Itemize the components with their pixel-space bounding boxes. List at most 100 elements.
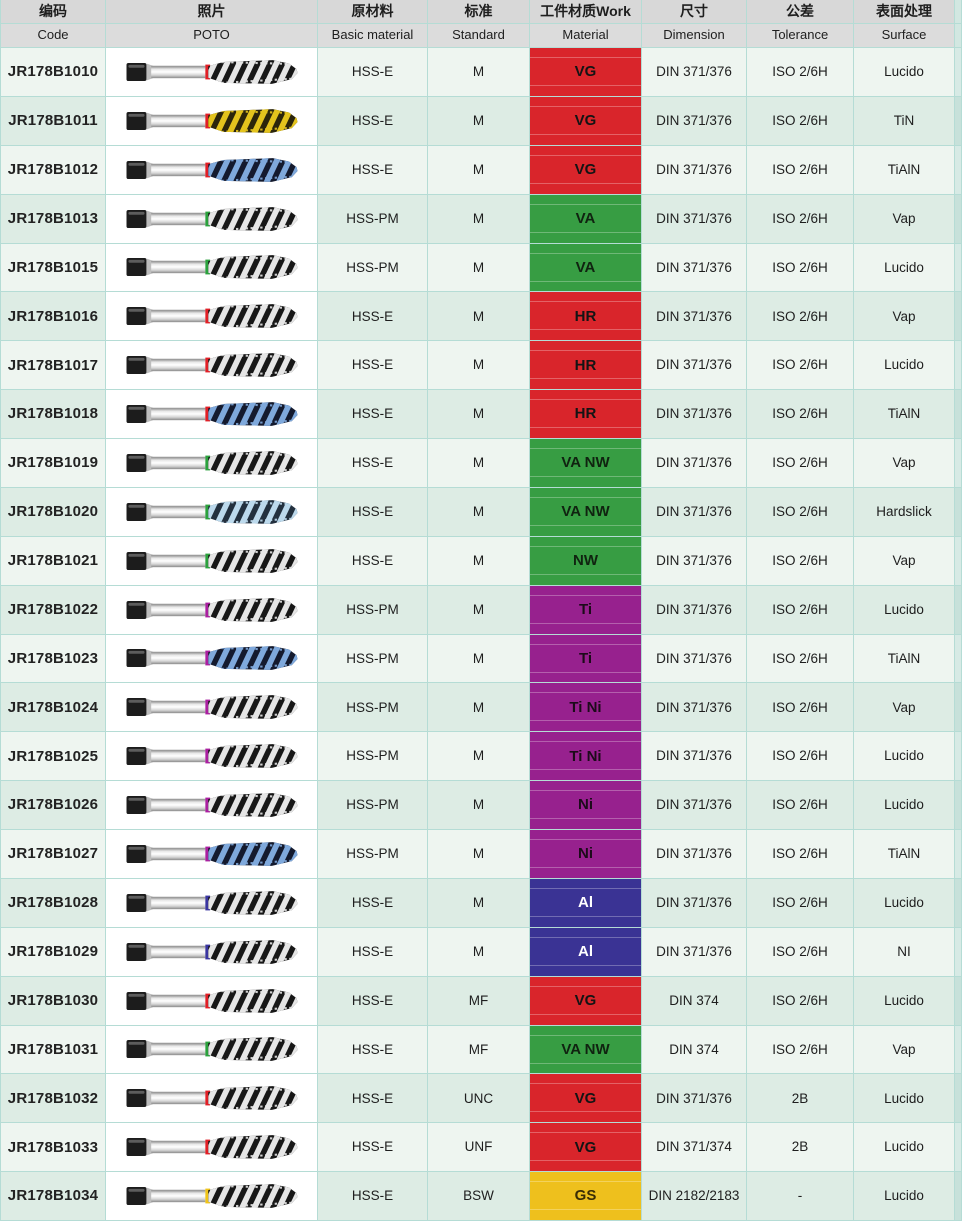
col-header-standard-zh: 标准 xyxy=(428,0,530,24)
tolerance-text: ISO 2/6H xyxy=(772,64,828,80)
basic-material-text: HSS-E xyxy=(351,64,394,80)
photo-cell xyxy=(106,390,318,439)
code-text: JR178B1030 xyxy=(7,991,99,1009)
surface-cell: TiN xyxy=(854,96,955,146)
standard-cell: M xyxy=(428,830,530,879)
surface-cell: Lucido xyxy=(854,732,955,782)
photo-cell xyxy=(106,96,318,146)
tolerance-cell: ISO 2/6H xyxy=(747,1025,854,1075)
page-edge-strip xyxy=(955,830,962,879)
tolerance-cell: - xyxy=(747,1172,854,1221)
page-edge-strip xyxy=(955,536,962,586)
dimension-text: DIN 371/376 xyxy=(656,650,732,666)
code-cell: JR178B1019 xyxy=(0,439,106,488)
code-text: JR178B1021 xyxy=(7,552,99,570)
photo-cell xyxy=(106,439,318,488)
page-edge-strip xyxy=(955,878,962,928)
table-row: JR178B1027 HSS-PM M Ni DIN 371/376 xyxy=(0,830,962,879)
basic-material-cell: HSS-E xyxy=(318,536,428,586)
tolerance-cell: ISO 2/6H xyxy=(747,585,854,635)
standard-cell: MF xyxy=(428,1025,530,1075)
work-material-text: Ni xyxy=(578,845,593,863)
dimension-cell: DIN 371/376 xyxy=(642,536,747,586)
photo-cell xyxy=(106,341,318,391)
dimension-cell: DIN 371/376 xyxy=(642,243,747,293)
tolerance-cell: 2B xyxy=(747,1074,854,1124)
tolerance-text: ISO 2/6H xyxy=(772,357,828,373)
work-material-cell: VA NW xyxy=(530,1025,642,1075)
tolerance-cell: ISO 2/6H xyxy=(747,976,854,1026)
header-row-zh: 编码 照片 原材料 标准 工件材质Work 尺寸 公差 表面处理 xyxy=(0,0,962,24)
surface-text: Vap xyxy=(892,552,916,568)
table-row: JR178B1012 HSS-E M VG DIN 371/376 xyxy=(0,145,962,195)
standard-text: M xyxy=(472,455,485,471)
surface-text: Lucido xyxy=(884,992,924,1008)
basic-material-cell: HSS-E xyxy=(318,1025,428,1075)
tap-image xyxy=(106,928,317,976)
table-row: JR178B1026 HSS-PM M Ni DIN 371/376 xyxy=(0,781,962,830)
code-cell: JR178B1033 xyxy=(0,1123,106,1173)
standard-cell: M xyxy=(428,243,530,293)
code-text: JR178B1013 xyxy=(7,209,99,227)
dimension-cell: DIN 371/376 xyxy=(642,439,747,488)
table-row: JR178B1021 HSS-E M NW DIN 371/376 xyxy=(0,536,962,586)
basic-material-text: HSS-PM xyxy=(346,797,399,813)
col-header-dimension-zh: 尺寸 xyxy=(642,0,747,24)
surface-text: Vap xyxy=(892,455,916,471)
photo-cell xyxy=(106,878,318,928)
basic-material-cell: HSS-E xyxy=(318,1172,428,1221)
page-edge-strip xyxy=(955,683,962,733)
col-header-code-en: Code xyxy=(0,24,106,48)
basic-material-text: HSS-E xyxy=(351,1188,394,1204)
tolerance-text: ISO 2/6H xyxy=(772,455,828,471)
page-edge-strip xyxy=(955,1025,962,1075)
tolerance-text: ISO 2/6H xyxy=(772,943,828,959)
table-row: JR178B1031 HSS-E MF VA NW DIN 374 xyxy=(0,1025,962,1075)
dimension-text: DIN 371/376 xyxy=(656,699,732,715)
work-material-text: VA xyxy=(575,209,596,227)
basic-material-text: HSS-E xyxy=(351,1090,394,1106)
basic-material-text: HSS-PM xyxy=(346,210,399,226)
tolerance-cell: ISO 2/6H xyxy=(747,781,854,830)
standard-cell: M xyxy=(428,390,530,439)
basic-material-cell: HSS-PM xyxy=(318,634,428,684)
photo-cell xyxy=(106,292,318,342)
dimension-text: DIN 371/376 xyxy=(656,357,732,373)
tolerance-text: ISO 2/6H xyxy=(772,1041,828,1057)
photo-cell xyxy=(106,683,318,733)
tap-image xyxy=(106,1123,317,1171)
tolerance-cell: 2B xyxy=(747,1123,854,1173)
standard-text: M xyxy=(472,259,485,275)
photo-cell xyxy=(106,48,318,97)
tolerance-text: ISO 2/6H xyxy=(772,210,828,226)
dimension-text: DIN 371/376 xyxy=(656,210,732,226)
col-header-dimension-en: Dimension xyxy=(642,24,747,48)
code-cell: JR178B1027 xyxy=(0,830,106,879)
code-text: JR178B1025 xyxy=(7,747,99,765)
tolerance-text: ISO 2/6H xyxy=(772,895,828,911)
photo-cell xyxy=(106,487,318,537)
tolerance-cell: ISO 2/6H xyxy=(747,390,854,439)
code-cell: JR178B1029 xyxy=(0,927,106,977)
table-row: JR178B1033 HSS-E UNF VG DIN 371/374 xyxy=(0,1123,962,1173)
tap-image xyxy=(106,146,317,194)
basic-material-cell: HSS-E xyxy=(318,927,428,977)
standard-text: M xyxy=(472,308,485,324)
table-row: JR178B1024 HSS-PM M Ti Ni DIN 371/37 xyxy=(0,683,962,733)
standard-cell: M xyxy=(428,536,530,586)
basic-material-text: HSS-E xyxy=(351,943,394,959)
basic-material-text: HSS-E xyxy=(351,1139,394,1155)
basic-material-text: HSS-PM xyxy=(346,846,399,862)
page-edge-strip xyxy=(955,487,962,537)
standard-text: M xyxy=(472,113,485,129)
basic-material-text: HSS-PM xyxy=(346,748,399,764)
work-material-text: VG xyxy=(574,161,597,179)
dimension-cell: DIN 371/376 xyxy=(642,927,747,977)
code-cell: JR178B1028 xyxy=(0,878,106,928)
tolerance-text: - xyxy=(797,1188,803,1204)
dimension-text: DIN 371/376 xyxy=(656,943,732,959)
photo-cell xyxy=(106,585,318,635)
basic-material-cell: HSS-PM xyxy=(318,243,428,293)
tolerance-cell: ISO 2/6H xyxy=(747,292,854,342)
tap-image xyxy=(106,292,317,340)
